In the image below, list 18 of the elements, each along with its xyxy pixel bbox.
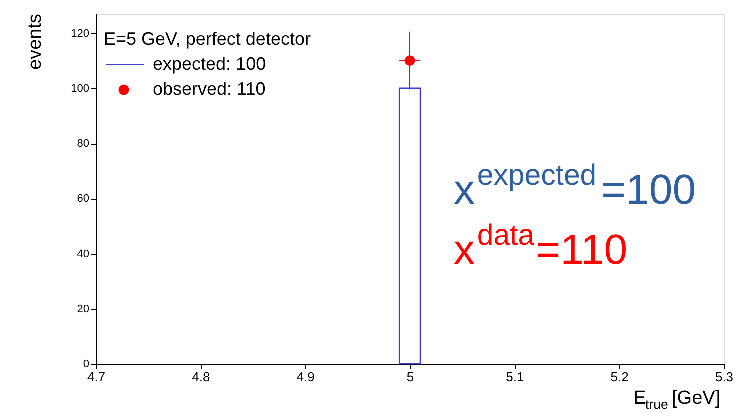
y-tick-label: 120	[71, 28, 90, 40]
legend-title: E=5 GeV, perfect detector	[104, 29, 311, 49]
y-tick-label: 20	[77, 303, 90, 316]
y-tick-label: 0	[83, 358, 90, 370]
x-tick-label: 5	[406, 370, 414, 384]
x-tick-label: 5.1	[506, 370, 524, 384]
x-tick-label: 4.9	[296, 370, 315, 384]
y-tick-label: 100	[71, 82, 90, 95]
x-tick-label: 5.3	[715, 370, 734, 384]
x-tick-label: 4.7	[87, 370, 106, 384]
y-tick-label: 80	[77, 138, 90, 150]
legend-label: observed: 110	[153, 79, 266, 99]
legend-label: expected: 100	[153, 54, 266, 74]
y-tick-label: 60	[77, 193, 90, 206]
y-axis-title: events	[25, 14, 46, 70]
y-tick-label: 40	[77, 248, 90, 260]
x-tick-label: 5.2	[610, 370, 629, 384]
x-tick-label: 4.8	[192, 370, 210, 384]
